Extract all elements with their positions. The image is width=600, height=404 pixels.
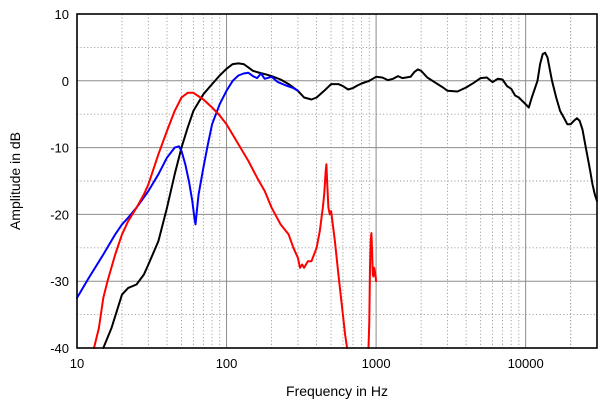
series-line-4 bbox=[367, 232, 378, 349]
grid bbox=[77, 14, 597, 348]
series-line-3 bbox=[93, 91, 349, 349]
x-axis-title: Frequency in Hz bbox=[286, 383, 388, 399]
x-tick-label: 1000 bbox=[362, 356, 391, 371]
x-tick-label: 10000 bbox=[508, 356, 544, 371]
y-tick-label: -30 bbox=[50, 274, 69, 289]
y-axis-title: Amplitude in dB bbox=[7, 132, 23, 230]
y-tick-label: -20 bbox=[50, 207, 69, 222]
series-line-1 bbox=[102, 51, 598, 349]
series-line-2 bbox=[76, 71, 299, 299]
x-tick-label: 10 bbox=[70, 356, 84, 371]
series-group bbox=[76, 51, 598, 349]
y-tick-label: -40 bbox=[50, 341, 69, 356]
plot-frame bbox=[76, 13, 598, 349]
x-tick-label: 100 bbox=[216, 356, 238, 371]
y-tick-label: -10 bbox=[50, 141, 69, 156]
y-tick-label: 0 bbox=[62, 74, 69, 89]
y-tick-labels: 10 0 -10 -20 -30 -40 bbox=[50, 7, 69, 356]
x-tick-labels: 10 100 1000 10000 bbox=[70, 356, 544, 371]
y-tick-label: 10 bbox=[55, 7, 69, 22]
